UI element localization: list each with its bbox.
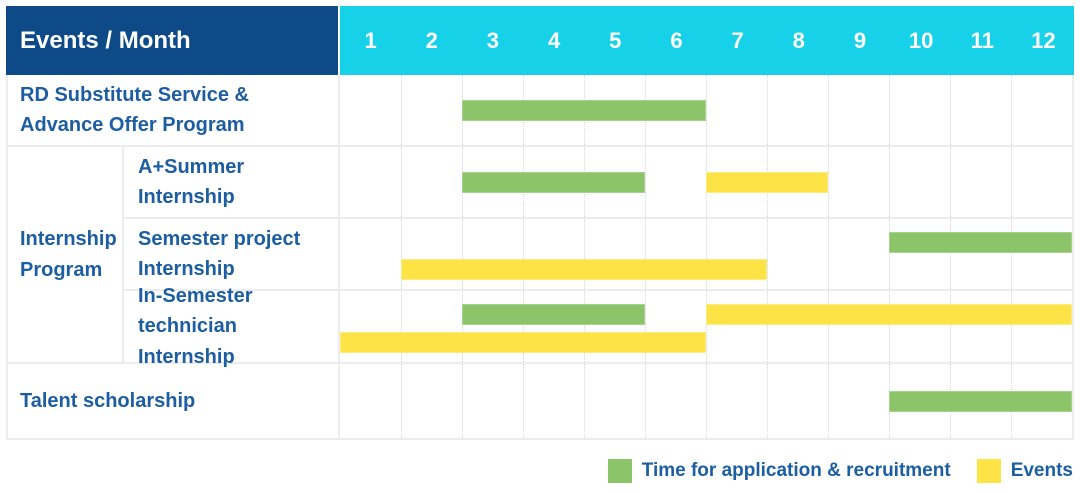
corner-header-label: Events / Month — [20, 26, 191, 54]
month-header-9: 9 — [853, 27, 867, 53]
gantt-bar-yellow — [706, 304, 1072, 325]
month-gridline — [950, 147, 951, 217]
legend: Time for application & recruitment Event… — [607, 456, 1073, 486]
month-gridline — [523, 219, 524, 289]
legend-label-application: Time for application & recruitment — [641, 460, 951, 481]
timeline-semester-project — [340, 219, 1074, 291]
month-gridline — [1011, 147, 1012, 217]
month-gridline — [767, 291, 768, 362]
gantt-bar-green — [462, 304, 645, 325]
corner-header: Events / Month — [6, 6, 340, 75]
month-gridline — [462, 219, 463, 289]
timeline-talent-scholarship — [340, 364, 1074, 440]
month-gridline — [767, 219, 768, 289]
month-gridline — [889, 291, 890, 362]
month-gridline — [950, 75, 951, 145]
month-gridline — [584, 219, 585, 289]
month-gridline — [645, 364, 646, 438]
month-gridline — [523, 291, 524, 362]
gantt-bar-yellow — [340, 332, 706, 353]
month-gridline — [645, 291, 646, 362]
month-gridline — [1011, 219, 1012, 289]
month-gridline — [828, 291, 829, 362]
row-label-rd-substitute: RD Substitute Service & Advance Offer Pr… — [6, 75, 340, 147]
month-gridline — [706, 291, 707, 362]
month-header-8: 8 — [792, 27, 805, 53]
month-gridline — [828, 219, 829, 289]
month-gridline — [584, 364, 585, 438]
month-header-4: 4 — [547, 27, 561, 53]
gantt-table: Events / Month 1 2 3 4 5 6 7 8 9 10 11 1… — [6, 6, 1074, 440]
row-label-a-plus-summer: A+Summer Internship — [124, 147, 340, 219]
month-header-5: 5 — [609, 27, 622, 53]
gantt-bar-green — [889, 232, 1072, 253]
month-gridline — [401, 219, 402, 289]
month-header-7: 7 — [731, 27, 744, 53]
row-label-in-semester-technician: In-Semester technician Internship — [124, 285, 340, 368]
month-gridline — [401, 147, 402, 217]
month-gridline — [401, 364, 402, 438]
month-gridline — [828, 364, 829, 438]
timeline-in-semester-technician — [340, 291, 1074, 364]
gantt-bar-yellow — [401, 259, 767, 280]
month-gridline — [462, 364, 463, 438]
month-gridline — [889, 147, 890, 217]
month-gridline — [706, 364, 707, 438]
month-gridline — [767, 364, 768, 438]
month-gridline — [523, 364, 524, 438]
month-gridline — [645, 219, 646, 289]
month-header-10: 10 — [908, 27, 934, 53]
month-header-11: 11 — [970, 27, 994, 53]
month-gridline — [1011, 291, 1012, 362]
month-gridline — [828, 147, 829, 217]
month-gridline — [706, 75, 707, 145]
month-gridline — [950, 291, 951, 362]
row-label-semester-project: Semester project Internship — [124, 219, 340, 291]
month-gridline — [706, 219, 707, 289]
month-gridline — [645, 147, 646, 217]
month-header-1: 1 — [364, 27, 377, 53]
month-gridline — [1011, 75, 1012, 145]
timeline-a-plus-summer — [340, 147, 1074, 219]
gantt-bar-green — [889, 391, 1072, 412]
group-label-internship-program: Internship Program — [6, 147, 124, 364]
month-gridline — [828, 75, 829, 145]
month-gridline — [401, 291, 402, 362]
legend-swatch-application-icon — [607, 459, 632, 483]
month-header-3: 3 — [486, 27, 500, 53]
month-gridline — [584, 291, 585, 362]
legend-swatch-events-icon — [976, 459, 1001, 483]
gantt-bar-yellow — [706, 172, 828, 193]
month-header-12: 12 — [1031, 27, 1056, 53]
month-gridline — [401, 75, 402, 145]
month-header-6: 6 — [670, 27, 683, 53]
row-label-talent-scholarship: Talent scholarship — [6, 364, 340, 440]
month-header-row: 1 2 3 4 5 6 7 8 9 10 11 12 — [340, 6, 1074, 75]
month-gridline — [767, 75, 768, 145]
legend-label-events: Events — [1010, 460, 1073, 481]
gantt-bar-green — [462, 100, 706, 121]
month-gridline — [950, 219, 951, 289]
gantt-bar-green — [462, 172, 645, 193]
month-gridline — [889, 75, 890, 145]
timeline-rd-substitute — [340, 75, 1074, 147]
month-gridline — [462, 291, 463, 362]
month-header-2: 2 — [425, 27, 438, 53]
month-gridline — [889, 219, 890, 289]
